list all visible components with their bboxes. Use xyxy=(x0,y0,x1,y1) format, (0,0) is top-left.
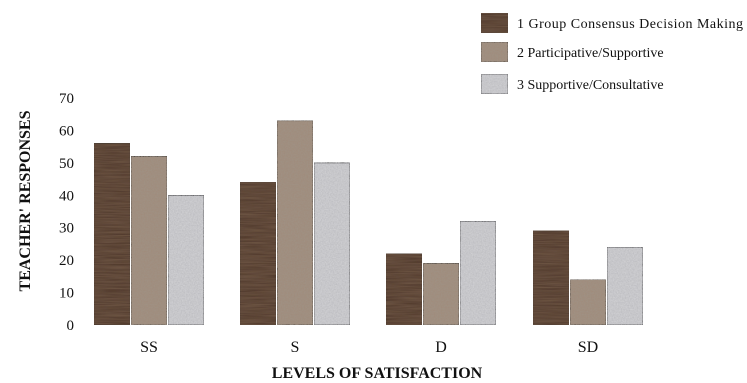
y-tick-label: 30 xyxy=(59,221,74,237)
bar-ss-series-3 xyxy=(167,194,205,326)
bars xyxy=(93,120,644,326)
bar-s-series-1 xyxy=(239,181,277,326)
bar-d-series-1 xyxy=(385,253,423,326)
category-label: S xyxy=(291,339,300,356)
y-axis-title: TEACHER' RESPONSES xyxy=(17,110,34,291)
bar-s-series-2 xyxy=(276,120,314,326)
bar-s-series-3 xyxy=(313,162,351,326)
bar-sd-series-2 xyxy=(569,279,607,326)
category-label: D xyxy=(435,339,447,356)
legend-label-series-1: 1 Group Consensus Decision Making xyxy=(517,17,743,32)
y-tick-label: 10 xyxy=(59,286,74,302)
legend-swatch-series-2 xyxy=(480,41,509,63)
y-axis-ticks: 0 10 20 30 40 50 60 70 xyxy=(59,91,74,334)
bar-sd-series-3 xyxy=(606,246,644,326)
category-labels: SS S D SD xyxy=(140,339,598,356)
bar-sd-series-1 xyxy=(532,230,570,326)
y-tick-label: 70 xyxy=(59,91,74,107)
legend: 1 Group Consensus Decision Making 2 Parti… xyxy=(480,12,743,95)
legend-swatch-series-3 xyxy=(480,73,509,95)
y-tick-label: 40 xyxy=(59,188,74,204)
bar-ss-series-2 xyxy=(130,155,168,326)
bar-ss-series-1 xyxy=(93,142,131,326)
legend-label-series-3: 3 Supportive/Consultative xyxy=(517,78,664,93)
legend-label-series-2: 2 Participative/Supportive xyxy=(517,46,664,61)
y-tick-label: 50 xyxy=(59,156,74,172)
category-label: SD xyxy=(578,339,598,356)
y-tick-label: 20 xyxy=(59,253,74,269)
legend-swatch-series-1 xyxy=(480,12,509,34)
category-label: SS xyxy=(140,339,158,356)
y-tick-label: 0 xyxy=(67,318,75,334)
y-tick-label: 60 xyxy=(59,123,74,139)
bar-d-series-3 xyxy=(459,220,497,326)
x-axis-title: LEVELS OF SATISFACTION xyxy=(272,365,483,382)
bar-d-series-2 xyxy=(422,262,460,326)
